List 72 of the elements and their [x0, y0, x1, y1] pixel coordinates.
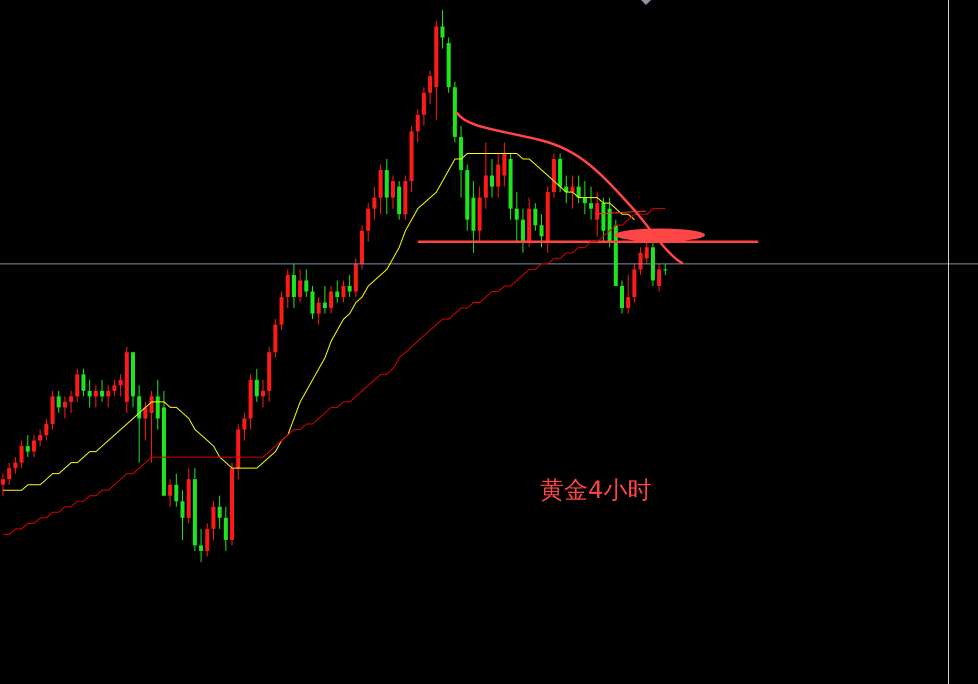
candlestick	[224, 506, 228, 552]
candlestick	[589, 186, 594, 220]
candlestick	[348, 274, 352, 298]
candlestick	[1, 473, 5, 496]
candlestick	[143, 401, 148, 442]
candlestick	[316, 296, 321, 326]
candlestick	[570, 175, 574, 210]
candlestick	[490, 158, 494, 198]
candlestick	[335, 280, 340, 304]
candlestick	[260, 379, 265, 408]
candlestick	[174, 473, 178, 508]
candlestick	[62, 396, 67, 419]
candlestick	[440, 9, 444, 50]
candlestick	[540, 214, 544, 248]
candlestick	[205, 522, 210, 557]
candlestick	[620, 280, 624, 314]
candlestick	[514, 192, 519, 242]
candlestick	[310, 285, 314, 320]
candlestick	[576, 175, 581, 204]
candlestick	[286, 268, 290, 309]
candlestick	[502, 142, 506, 188]
candlestick	[199, 528, 204, 562]
candlestick	[94, 384, 98, 408]
candlestick	[242, 412, 246, 442]
candlestick	[626, 274, 630, 314]
candlestick	[484, 142, 488, 210]
candlestick	[322, 285, 327, 314]
candlestick	[150, 390, 154, 464]
candlestick	[38, 429, 42, 447]
candlestick	[329, 285, 334, 314]
candlestick	[168, 478, 172, 508]
candlestick	[32, 434, 36, 458]
candlestick	[13, 456, 18, 474]
candlestick	[657, 263, 662, 292]
candlestick	[137, 384, 142, 464]
candlestick	[520, 208, 525, 254]
candlestick	[106, 384, 110, 408]
candlestick	[7, 462, 12, 486]
candlestick	[44, 418, 48, 442]
candlestick	[118, 374, 123, 397]
candlestick	[20, 440, 24, 469]
candlestick	[341, 280, 346, 304]
candlestick	[366, 202, 370, 242]
candlestick	[644, 241, 649, 264]
candlestick	[304, 268, 308, 298]
candlestick	[56, 390, 61, 414]
candlestick	[496, 152, 500, 198]
candlestick	[595, 192, 600, 237]
annotation: 黄金4小时	[540, 475, 652, 506]
candlestick	[663, 263, 668, 276]
candlestick	[533, 202, 538, 232]
candlestick	[100, 379, 104, 402]
candlestick	[254, 368, 259, 402]
candlestick	[372, 186, 376, 220]
candlestick	[416, 108, 420, 143]
candlestick	[88, 379, 92, 408]
candlestick	[638, 246, 643, 276]
candlestick	[156, 379, 160, 430]
candlestick	[112, 379, 116, 397]
candlestick	[422, 86, 426, 126]
candlestick	[26, 434, 30, 458]
candlestick	[390, 175, 395, 210]
candlestick	[180, 490, 185, 540]
candlestick	[69, 390, 74, 414]
candlestick	[298, 268, 302, 304]
candlestick	[582, 180, 587, 215]
candlestick	[428, 70, 432, 104]
candlestick	[81, 368, 86, 397]
candlestick	[218, 495, 222, 530]
candlestick	[292, 263, 296, 309]
candlestick	[75, 368, 80, 402]
candlestick	[211, 500, 216, 540]
